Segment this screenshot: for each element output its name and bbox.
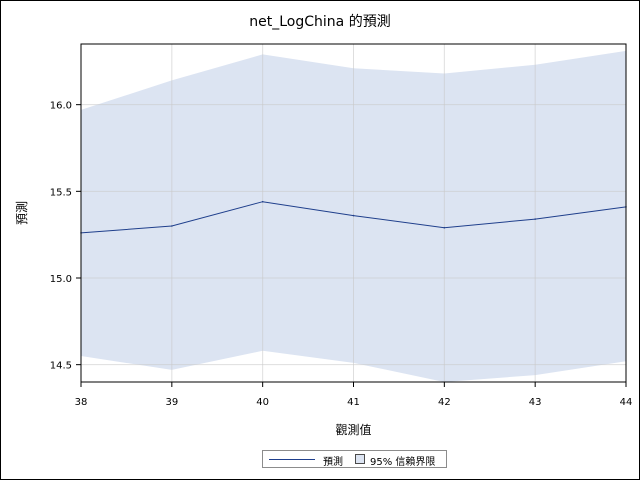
- legend-band-swatch: [355, 454, 365, 464]
- x-tick-label: 40: [256, 397, 269, 408]
- x-axis: 38 39 40 41 42 43 44: [75, 382, 633, 408]
- x-tick-label: 44: [620, 397, 633, 408]
- y-axis: 14.5 15.0 15.5 16.0: [50, 101, 81, 372]
- x-tick-label: 41: [347, 397, 360, 408]
- x-tick-label: 42: [438, 397, 451, 408]
- x-tick-label: 39: [165, 397, 178, 408]
- y-tick-label: 15.0: [50, 274, 72, 285]
- legend-forecast-label: 預測: [323, 457, 343, 468]
- x-tick-label: 43: [529, 397, 542, 408]
- y-tick-label: 16.0: [50, 101, 72, 112]
- forecast-point: [352, 214, 355, 217]
- x-tick-label: 38: [75, 397, 88, 408]
- forecast-point: [261, 200, 264, 203]
- legend-band-label: 95% 信賴界限: [370, 457, 436, 468]
- y-tick-label: 14.5: [50, 361, 72, 372]
- forecast-point: [534, 218, 536, 220]
- legend: 預測 95% 信賴界限: [262, 450, 447, 468]
- forecast-point: [171, 225, 173, 227]
- legend-forecast-line-swatch: [269, 459, 315, 460]
- forecast-point: [443, 226, 446, 229]
- y-tick-label: 15.5: [50, 187, 72, 198]
- chart-title: net_LogChina 的預測: [249, 14, 391, 30]
- y-axis-label: 預測: [15, 201, 29, 225]
- x-axis-label: 觀測值: [335, 422, 371, 437]
